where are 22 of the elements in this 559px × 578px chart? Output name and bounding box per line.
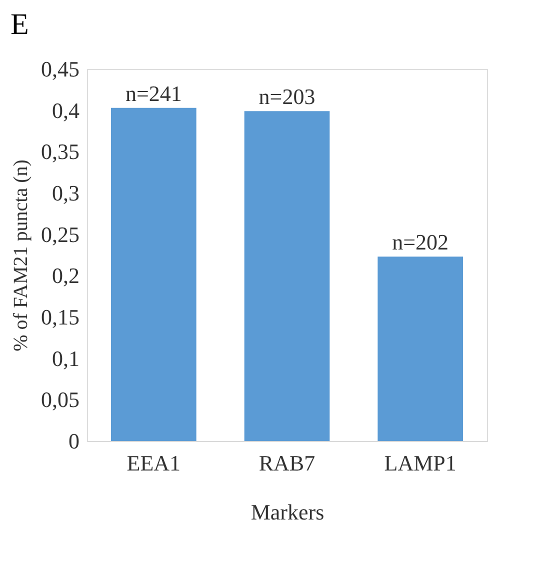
x-axis-title: Markers: [250, 500, 324, 524]
y-tick-label: 0,15: [41, 304, 80, 330]
bar: [111, 108, 196, 441]
y-tick-label: 0: [68, 428, 80, 454]
annotation: n=203: [258, 84, 316, 110]
y-tick-label: 0,35: [41, 139, 80, 164]
y-tick-label: 0,25: [41, 222, 80, 247]
x-tick-label: LAMP1: [384, 450, 456, 476]
y-tick-label: 0,1: [52, 346, 80, 371]
bar: [244, 111, 330, 441]
annotation: n=241: [125, 80, 182, 106]
y-axis-title: % of FAM21 puncta (n): [10, 160, 32, 352]
bar: [378, 256, 463, 441]
annotation: n=202: [392, 230, 449, 255]
x-tick-label: RAB7: [258, 450, 316, 476]
y-tick-label: 0,3: [52, 180, 80, 206]
chart-title: E: [10, 8, 29, 41]
y-tick-label: 0,05: [41, 387, 80, 412]
x-tick-label: EEA1: [126, 450, 181, 476]
y-tick-label: 0,45: [41, 56, 80, 82]
y-tick-label: 0,4: [52, 98, 80, 123]
y-tick-label: 0,2: [52, 263, 80, 288]
